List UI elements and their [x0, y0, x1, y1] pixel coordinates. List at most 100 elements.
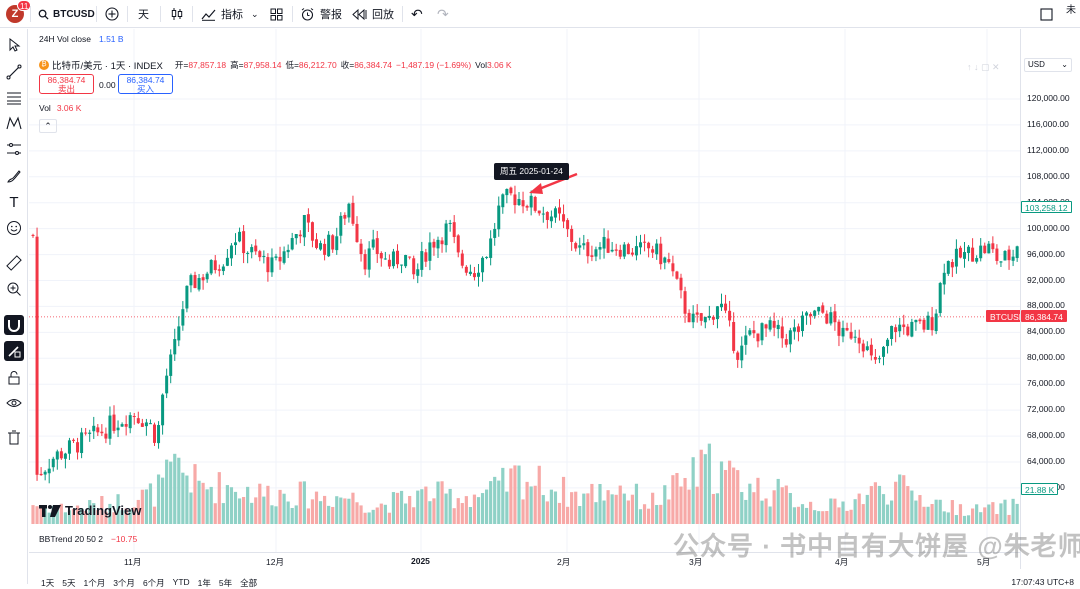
close-label: 收= [340, 60, 355, 70]
high-value: 87,958.14 [243, 60, 282, 70]
candle-up [987, 243, 991, 254]
pane-controls[interactable]: ↑ ↓ ▢ ✕ [967, 62, 1000, 72]
candle-down [849, 331, 853, 339]
range-button[interactable]: 1个月 [83, 578, 106, 588]
candle-up [144, 422, 148, 427]
indicators-button[interactable]: 指标 ⌄ [201, 0, 259, 28]
volume-bar [318, 501, 323, 524]
volume-bar [35, 506, 39, 524]
time-tick-label: 3月 [689, 557, 703, 567]
fib-tool[interactable] [4, 87, 24, 107]
date-tooltip: 周五 2025-01-24 [494, 163, 569, 180]
toolbar-divider [192, 6, 193, 22]
candle-up [481, 257, 485, 273]
volume-bar [339, 497, 343, 524]
candle-down [614, 249, 618, 251]
symbol-search-button[interactable]: BTCUSD [38, 0, 95, 28]
trendline-tool[interactable] [4, 62, 24, 82]
delete-tool[interactable] [4, 427, 24, 447]
volume-bar [225, 485, 229, 524]
candle-up [594, 249, 598, 257]
volume-bar [80, 508, 84, 524]
buy-label: 买入 [136, 84, 154, 94]
volume-bar [152, 506, 157, 524]
volume-bar [630, 494, 634, 524]
volume-bar [217, 472, 221, 524]
cursor-tool[interactable] [4, 35, 24, 55]
currency-select[interactable]: USD ⌄ [1024, 58, 1072, 72]
volume-bar [71, 509, 76, 524]
compare-button[interactable] [105, 0, 119, 28]
candle-down [472, 273, 476, 278]
candle-up [116, 427, 120, 431]
candle-down [153, 424, 156, 443]
range-button[interactable]: 1年 [197, 578, 211, 588]
emoji-tool[interactable] [4, 218, 24, 238]
price-axis[interactable]: USD ⌄ 120,000.00 116,000.00 112,000.00 108,… [1020, 29, 1080, 569]
volume-bar [796, 506, 801, 524]
magnet-tool[interactable] [4, 315, 24, 335]
lock-tool[interactable] [4, 367, 24, 387]
collapse-legend-button[interactable]: ⌃ [39, 119, 57, 133]
lock-icon [8, 370, 20, 384]
range-button[interactable]: 6个月 [142, 578, 165, 588]
candle-up [270, 257, 274, 273]
volume-bar [254, 497, 258, 524]
range-button[interactable]: 1天 [41, 578, 55, 588]
text-tool[interactable]: T [4, 192, 24, 212]
candle-up [541, 213, 545, 215]
vol-close-value: 1.51 B [98, 34, 124, 44]
stay-in-drawing-tool[interactable] [4, 341, 24, 361]
volume-bar [853, 499, 857, 524]
range-button[interactable]: 5年 [218, 578, 233, 588]
layouts-button[interactable] [270, 0, 283, 28]
price-chart[interactable] [29, 29, 1020, 569]
volume-bar [197, 480, 201, 524]
interval-button[interactable]: 天 [138, 0, 149, 28]
add-circle-icon [105, 7, 119, 21]
candle-up [963, 252, 966, 259]
volume-bar [343, 498, 347, 524]
sell-button[interactable]: 86,384.74 卖出 [39, 74, 94, 94]
forecast-tool[interactable] [4, 139, 24, 159]
volume-bar [96, 510, 100, 524]
ruler-tool[interactable] [4, 253, 24, 273]
redo-button[interactable]: ↷ [437, 0, 449, 28]
candle-up [262, 255, 266, 258]
volume-bar [618, 485, 622, 524]
chart-pane[interactable]: 24H Vol close 1.51 B ₿ 比特币/美元 · 1天 · IND… [29, 29, 1029, 569]
time-axis[interactable]: 11月 12月 2025 2月 3月 4月 5月 [29, 552, 1020, 570]
range-button[interactable]: 全部 [240, 578, 258, 588]
undo-button[interactable]: ↶ [411, 0, 423, 28]
volume-bar [124, 508, 128, 524]
buy-button[interactable]: 86,384.74 买入 [118, 74, 173, 94]
chevron-down-icon[interactable]: ⌄ [251, 8, 259, 19]
candle-up [877, 358, 881, 360]
volume-bar [647, 508, 651, 524]
alert-button[interactable]: 警报 [300, 0, 342, 28]
range-button[interactable]: 5天 [62, 578, 76, 588]
volume-bar [995, 514, 999, 524]
volume-bar [606, 490, 610, 524]
volume-bar [809, 501, 813, 524]
pattern-tool[interactable] [4, 113, 24, 133]
volume-bar [132, 507, 136, 524]
replay-button[interactable]: 回放 [352, 0, 394, 28]
range-button[interactable]: YTD [172, 577, 190, 587]
volume-bar [67, 510, 72, 524]
volume-bar [821, 511, 825, 524]
candle-down [136, 418, 140, 424]
symbol-title[interactable]: 比特币/美元 · 1天 · INDEX [52, 61, 163, 72]
fullscreen-button[interactable] [1040, 0, 1053, 28]
candle-down [659, 243, 663, 265]
volume-bar [395, 492, 400, 524]
candle-up [517, 198, 521, 205]
candle-up [663, 257, 667, 263]
range-button[interactable]: 3个月 [113, 578, 135, 588]
chart-type-button[interactable] [170, 0, 184, 28]
zoom-tool[interactable] [4, 279, 24, 299]
price-tick-label: 64,000.00 [1027, 456, 1065, 466]
brush-tool[interactable] [4, 166, 24, 186]
candle-up [250, 247, 254, 253]
visibility-tool[interactable] [4, 393, 24, 413]
